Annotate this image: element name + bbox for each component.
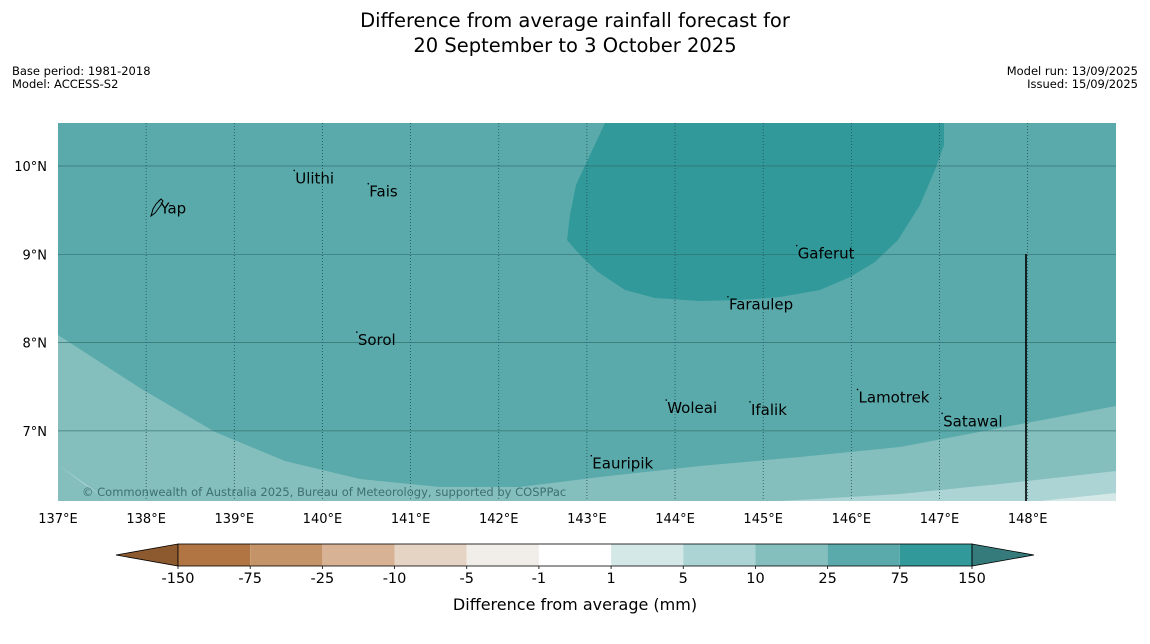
place-label-ifalik: Ifalik	[751, 401, 787, 419]
colorbar-tick-label: -10	[383, 571, 407, 587]
place-marker	[293, 169, 296, 172]
place-label-eauripik: Eauripik	[592, 455, 653, 473]
colorbar-tick-label: -1	[532, 571, 546, 587]
place-marker	[749, 401, 751, 403]
place-marker	[367, 182, 370, 185]
longitude-label: 143°E	[567, 512, 607, 527]
longitude-label: 138°E	[126, 512, 166, 527]
place-marker	[856, 388, 859, 391]
map-title: Difference from average rainfall forecas…	[0, 8, 1150, 58]
place-marker	[665, 399, 668, 401]
copyright-text: © Commonwealth of Australia 2025, Bureau…	[82, 485, 566, 499]
colorbar-segment	[322, 544, 395, 566]
place-label-sorol: Sorol	[358, 331, 396, 349]
colorbar-tick-label: -75	[238, 571, 262, 587]
colorbar-segment	[250, 544, 323, 566]
place-label-ulithi: Ulithi	[295, 169, 334, 187]
longitude-label: 144°E	[655, 512, 695, 527]
model-text: Model: ACCESS-S2	[12, 77, 119, 91]
latitude-label: 10°N	[14, 160, 47, 175]
place-marker	[158, 199, 161, 202]
latitude-labels: 10°N 9°N 8°N 7°N	[14, 160, 47, 440]
place-marker	[356, 331, 358, 333]
gridlines	[58, 123, 1116, 501]
colorbar-tick-label: 150	[958, 571, 986, 587]
place-marker	[941, 412, 943, 415]
longitude-label: 145°E	[743, 512, 783, 527]
colorbar-extend-high	[971, 543, 1035, 567]
rainfall-zone-1-5	[1040, 493, 1116, 501]
yap-island-outline	[150, 198, 164, 218]
colorbar-tick-label: 10	[746, 571, 764, 587]
map-area: Ulithi Fais Yap Gaferut Faraulep Sorol Lamotre…	[58, 123, 1116, 501]
colorbar-outline	[177, 543, 973, 567]
colorbar: -150 -75 -25 -10 -5 -1 1 5 10 25 75 150	[115, 543, 1035, 587]
latitude-label: 9°N	[23, 248, 48, 263]
place-label-yap: Yap	[159, 200, 186, 218]
title-line-1: Difference from average rainfall forecas…	[360, 9, 790, 32]
metadata-right: Model run: 13/09/2025 Issued: 15/09/2025	[1007, 65, 1138, 91]
place-marker	[727, 295, 729, 298]
colorbar-segment	[538, 544, 612, 566]
longitude-label: 140°E	[303, 512, 343, 527]
place-label-faraulep: Faraulep	[729, 296, 793, 314]
place-label-satawal: Satawal	[943, 412, 1002, 430]
longitude-label: 139°E	[215, 512, 255, 527]
colorbar-tick-label: -5	[459, 571, 473, 587]
latitude-label: 8°N	[23, 337, 48, 352]
place-marker	[795, 244, 798, 247]
colorbar-tick-label: -150	[162, 571, 195, 587]
longitude-label: 142°E	[479, 512, 519, 527]
place-label-gaferut: Gaferut	[798, 245, 855, 263]
colorbar-tick-label: 5	[679, 571, 688, 587]
place-label-woleai: Woleai	[667, 399, 717, 417]
model-run-text: Model run: 13/09/2025	[1006, 64, 1138, 78]
latitude-label: 7°N	[23, 425, 48, 440]
title-line-2: 20 September to 3 October 2025	[413, 34, 737, 57]
island-marker-dot: .	[939, 389, 943, 402]
colorbar-extend-low	[115, 543, 179, 567]
colorbar-tick-label: 75	[891, 571, 909, 587]
colorbar-segment	[827, 544, 900, 566]
metadata-left: Base period: 1981-2018 Model: ACCESS-S2	[12, 65, 151, 91]
longitude-label: 141°E	[391, 512, 431, 527]
colorbar-segment	[755, 544, 828, 566]
colorbar-segment	[394, 544, 467, 566]
longitude-labels: 137°E 138°E 139°E 140°E 141°E 142°E 143°E 144°E…	[38, 512, 1047, 527]
colorbar-segment	[466, 544, 539, 566]
longitude-label: 148°E	[1008, 512, 1048, 527]
colorbar-label: Difference from average (mm)	[453, 595, 697, 614]
longitude-label: 137°E	[38, 512, 78, 527]
colorbar-tick-label: 1	[606, 571, 615, 587]
rainfall-zone-5-10-west	[58, 465, 110, 501]
base-period-text: Base period: 1981-2018	[12, 64, 151, 78]
colorbar-tick-label: 25	[818, 571, 836, 587]
colorbar-tick-label: -25	[311, 571, 335, 587]
rainfall-zone-75-150	[567, 123, 944, 301]
colorbar-segment	[899, 544, 972, 566]
place-label-lamotrek: Lamotrek	[859, 388, 930, 406]
colorbar-segment	[683, 544, 756, 566]
place-label-fais: Fais	[369, 183, 398, 201]
rainfall-zone-5-10-east	[780, 471, 1116, 501]
colorbar-segment	[611, 544, 684, 566]
longitude-label: 147°E	[920, 512, 960, 527]
place-labels: Ulithi Fais Yap Gaferut Faraulep Sorol Lamotre…	[158, 169, 1003, 473]
place-marker	[590, 454, 593, 457]
longitude-label: 146°E	[832, 512, 872, 527]
colorbar-segment	[178, 544, 251, 566]
issued-text: Issued: 15/09/2025	[1027, 77, 1138, 91]
